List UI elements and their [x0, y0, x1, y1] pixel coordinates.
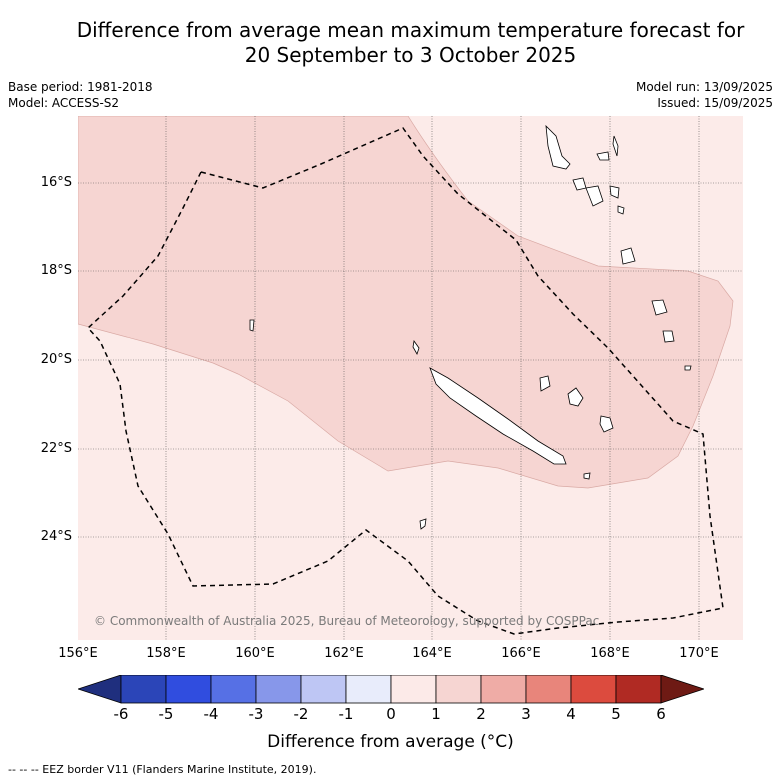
colorbar-swatch [300, 674, 347, 704]
map-svg [78, 116, 743, 640]
map-title: Difference from average mean maximum tem… [0, 18, 781, 68]
colorbar-tick: -4 [203, 705, 219, 723]
colorbar-tick: -2 [293, 705, 309, 723]
colorbar-tick: -5 [158, 705, 174, 723]
lon-label: 164°E [412, 646, 452, 661]
lat-label: 22°S [40, 441, 72, 456]
map-panel[interactable] [78, 116, 743, 640]
island-outline [249, 319, 255, 332]
colorbar-swatch [435, 674, 482, 704]
colorbar-swatch [120, 674, 167, 704]
colorbar-swatch [390, 674, 437, 704]
new-caledonia-outline [429, 367, 567, 465]
island-outline [684, 365, 692, 371]
island-outline [612, 135, 619, 157]
colorbar-swatch [525, 674, 572, 704]
issued-date: Issued: 15/09/2025 [657, 96, 773, 110]
colorbar-tick: 0 [386, 705, 396, 723]
colorbar-tick: 1 [431, 705, 441, 723]
colorbar-swatch [615, 674, 662, 704]
lon-label: 170°E [679, 646, 719, 661]
lon-label: 166°E [501, 646, 541, 661]
colorbar-tick: 3 [521, 705, 531, 723]
colorbar-swatch [345, 674, 392, 704]
model-name: Model: ACCESS-S2 [8, 96, 120, 110]
graticule [78, 116, 743, 640]
meta-left: Base period: 1981-2018 Model: ACCESS-S2 [8, 79, 153, 111]
colorbar-tick: 4 [566, 705, 576, 723]
island-outline [662, 330, 675, 343]
island-outline [567, 387, 584, 407]
colorbar [76, 674, 706, 709]
island-outline [620, 247, 636, 265]
island-outline [585, 185, 604, 207]
lon-label: 162°E [324, 646, 364, 661]
meta-right: Model run: 13/09/2025 Issued: 15/09/2025 [636, 79, 773, 111]
island-outline [596, 151, 610, 161]
colorbar-swatch [210, 674, 257, 704]
colorbar-title: Difference from average (°C) [267, 732, 514, 752]
eez-border [86, 127, 724, 635]
colorbar-svg [76, 674, 706, 704]
colorbar-tick: 6 [656, 705, 666, 723]
island-outline [545, 124, 571, 170]
island-outline [539, 375, 551, 392]
colorbar-low-extend [76, 674, 122, 704]
lat-label: 24°S [40, 529, 72, 544]
colorbar-swatch [165, 674, 212, 704]
lon-label: 156°E [58, 646, 98, 661]
island-outline [599, 415, 614, 433]
base-period: Base period: 1981-2018 [8, 80, 153, 94]
island-outline [617, 205, 625, 215]
colorbar-swatch [570, 674, 617, 704]
colorbar-high-extend [660, 674, 706, 704]
colorbar-tick: -1 [338, 705, 354, 723]
lat-label: 20°S [40, 352, 72, 367]
colorbar-swatch [255, 674, 302, 704]
lat-label: 16°S [40, 175, 72, 190]
colorbar-tick: -6 [113, 705, 129, 723]
colorbar-tick: -3 [248, 705, 264, 723]
lon-label: 158°E [146, 646, 186, 661]
island-outline [651, 299, 668, 316]
colorbar-tick: 5 [611, 705, 621, 723]
model-run: Model run: 13/09/2025 [635, 80, 773, 94]
eez-footnote: -- -- -- EEZ border V11 (Flanders Marine… [8, 763, 317, 776]
island-outline [419, 518, 427, 530]
lon-label: 168°E [590, 646, 630, 661]
colorbar-swatch [480, 674, 527, 704]
island-outline [412, 339, 420, 355]
lon-label: 160°E [235, 646, 275, 661]
title-line-1: Difference from average mean maximum tem… [76, 18, 745, 42]
island-outline [583, 472, 591, 480]
island-outline [609, 185, 620, 199]
title-line-2: 20 September to 3 October 2025 [244, 43, 577, 67]
coastlines [249, 124, 692, 530]
colorbar-tick: 2 [476, 705, 486, 723]
lat-label: 18°S [40, 263, 72, 278]
copyright-notice: © Commonwealth of Australia 2025, Bureau… [94, 614, 600, 628]
